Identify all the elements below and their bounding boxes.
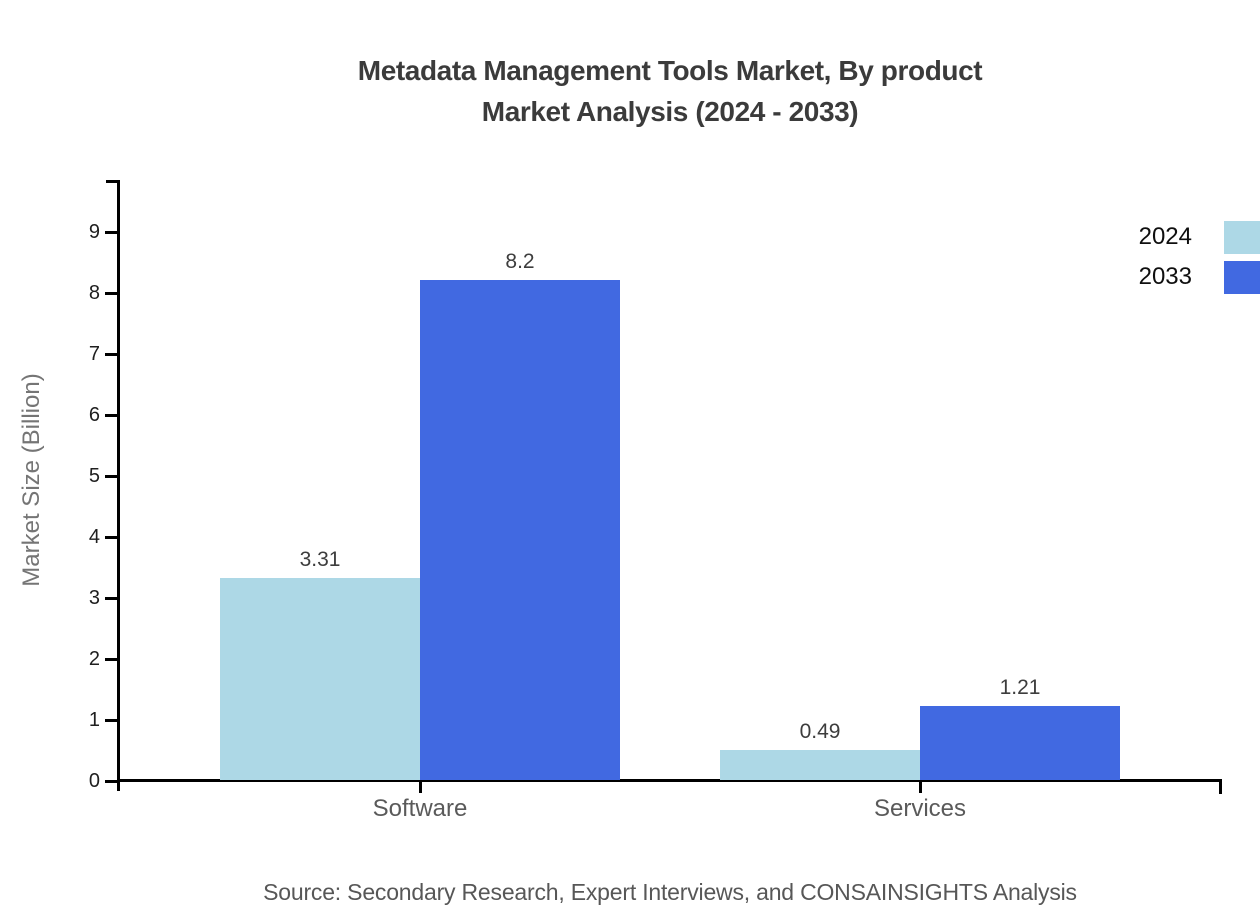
y-axis-tick-label: 4 bbox=[88, 526, 100, 548]
y-axis-tick-label: 3 bbox=[88, 587, 100, 609]
bar-2033-software bbox=[420, 280, 620, 780]
legend-swatch-2033 bbox=[1224, 261, 1260, 294]
chart-title-line-1: Metadata Management Tools Market, By pro… bbox=[357, 55, 983, 86]
y-axis-tick bbox=[105, 597, 118, 600]
bar-value-label: 1.21 bbox=[999, 676, 1041, 699]
y-axis-tick bbox=[105, 475, 118, 478]
chart-title: Metadata Management Tools Market, By pro… bbox=[118, 50, 1222, 132]
y-axis-tick-label: 7 bbox=[88, 343, 100, 365]
y-axis-tick bbox=[105, 414, 118, 417]
y-axis-line bbox=[117, 180, 120, 791]
bar-value-label: 8.2 bbox=[505, 250, 535, 273]
x-axis-end-cap bbox=[1219, 779, 1222, 794]
y-axis-tick bbox=[105, 536, 118, 539]
y-axis-tick-label: 2 bbox=[88, 648, 100, 670]
legend-label-2033: 2033 bbox=[1138, 263, 1192, 290]
legend-label-2024: 2024 bbox=[1138, 223, 1192, 250]
y-axis-tick-label: 6 bbox=[88, 404, 100, 426]
bar-value-label: 0.49 bbox=[799, 720, 841, 743]
y-axis-title: Market Size (Billion) bbox=[18, 373, 45, 587]
legend-swatch-2024 bbox=[1224, 221, 1260, 254]
y-axis-tick-label: 8 bbox=[88, 282, 100, 304]
y-axis-tick bbox=[105, 658, 118, 661]
bar-2024-services bbox=[720, 750, 920, 780]
y-axis-tick bbox=[105, 353, 118, 356]
x-axis-line bbox=[117, 779, 1222, 782]
y-axis-tick bbox=[105, 780, 118, 783]
y-axis-tick-label: 1 bbox=[88, 709, 100, 731]
category-label: Software bbox=[372, 795, 468, 822]
y-axis-tick-label: 5 bbox=[88, 465, 100, 487]
bar-2024-software bbox=[220, 578, 420, 780]
source-caption: Source: Secondary Research, Expert Inter… bbox=[263, 879, 1077, 905]
chart-title-line-2: Market Analysis (2024 - 2033) bbox=[481, 96, 859, 127]
y-axis-tick bbox=[105, 231, 118, 234]
y-axis-tick bbox=[105, 292, 118, 295]
bar-2033-services bbox=[920, 706, 1120, 780]
x-axis-tick bbox=[419, 780, 422, 793]
category-label: Services bbox=[873, 795, 967, 822]
y-axis-tick bbox=[105, 719, 118, 722]
y-axis-end-cap bbox=[106, 180, 119, 183]
y-axis-tick-label: 9 bbox=[88, 221, 100, 243]
bar-value-label: 3.31 bbox=[299, 548, 341, 571]
y-axis-tick-label: 0 bbox=[88, 770, 100, 792]
x-axis-tick bbox=[919, 780, 922, 793]
